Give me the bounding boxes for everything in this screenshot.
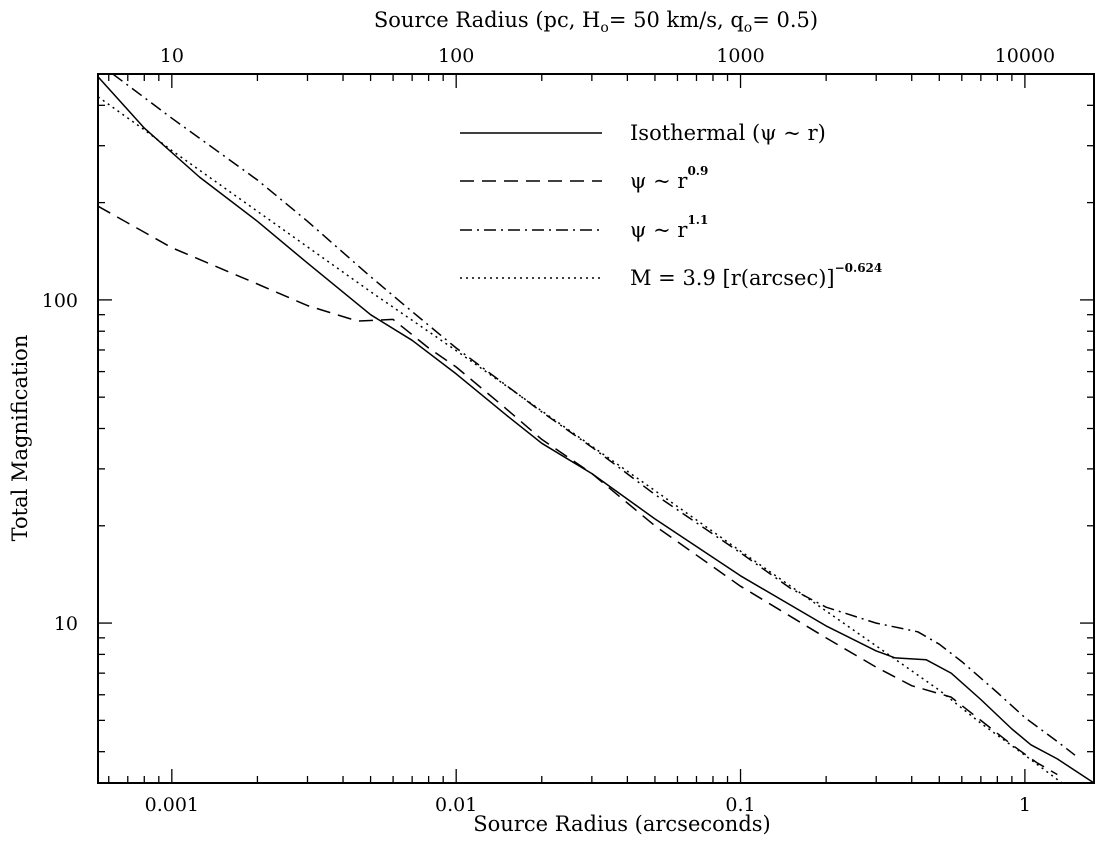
x-tick-label: 0.001: [145, 794, 199, 816]
data-series: [97, 73, 1095, 784]
top-axis-title: Source Radius (pc, Ho= 50 km/s, qo= 0.5): [374, 8, 818, 36]
top-tick-label: 1000: [716, 45, 764, 67]
top-tick-label: 10000: [995, 45, 1055, 67]
legend-label: ψ ~ r0.9: [630, 164, 708, 193]
legend-label: ψ ~ r1.1: [630, 213, 708, 242]
axis-ticks: [98, 73, 1094, 783]
series-line-dashdot: [112, 73, 1076, 756]
legend-label: Isothermal (ψ ~ r): [630, 121, 826, 145]
y-axis-title: Total Magnification: [8, 335, 32, 542]
top-tick-label: 10: [160, 45, 184, 67]
x-tick-label: 0.01: [435, 794, 477, 816]
x-tick-label: 1: [1019, 794, 1031, 816]
series-line-solid: [97, 76, 1095, 784]
tick-labels: 0.001 0.01 0.1 1 10 100 10 100 1000 10000: [42, 45, 1055, 816]
series-line-dashed: [97, 205, 1058, 776]
series-line-dotted: [97, 96, 1063, 784]
legend: Isothermal (ψ ~ r) ψ ~ r0.9 ψ ~ r1.1 M = 3.…: [460, 121, 882, 290]
y-tick-label: 10: [54, 613, 78, 635]
x-axis-title: Source Radius (arcseconds): [473, 812, 770, 836]
y-tick-label: 100: [42, 290, 78, 312]
top-tick-label: 100: [438, 45, 474, 67]
x-tick-label: 0.1: [725, 794, 755, 816]
legend-label: M = 3.9 [r(arcsec)]−0.624: [630, 261, 882, 290]
